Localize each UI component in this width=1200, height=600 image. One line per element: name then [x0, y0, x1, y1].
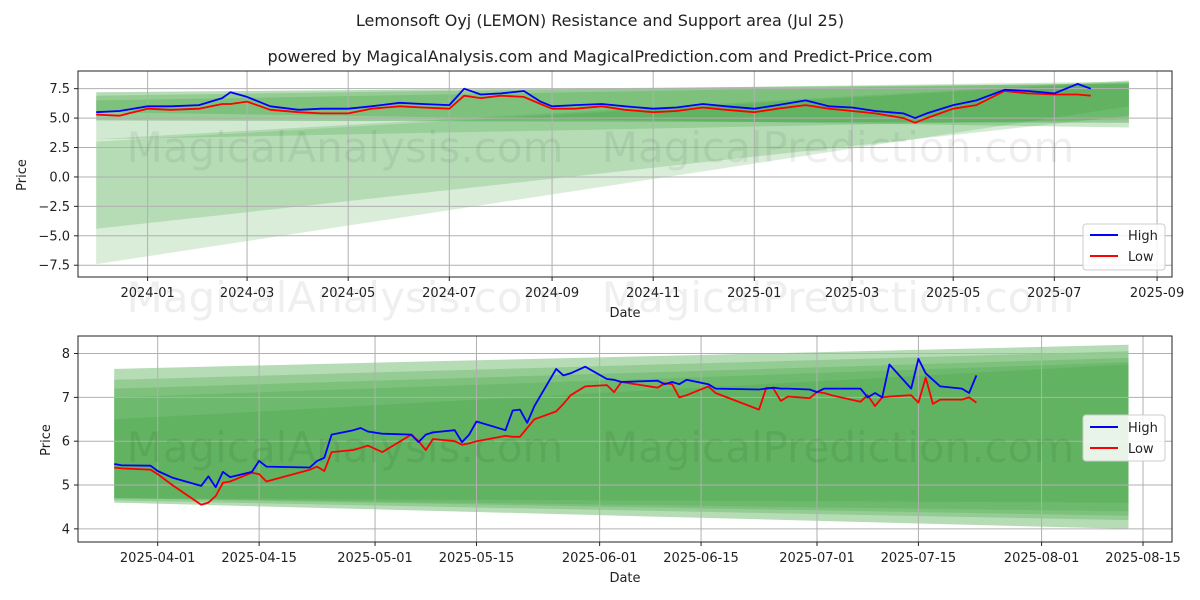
x-tick-group-top: 2024-01 2024-03 2024-05 2024-07 2024-09 2024-… [120, 277, 1184, 301]
series-group-top [96, 83, 1092, 124]
x-tick-label: 2025-07-15 [881, 551, 957, 566]
x-tick-label: 2024-11 [626, 286, 680, 301]
x-tick-group-bottom: 2025-04-01 2025-04-15 2025-05-01 2025-05-15… [120, 542, 1181, 566]
y-tick-group-top: 7.5 5.0 2.5 0.0 −2.5 −5.0 −7.5 [38, 82, 78, 274]
x-axis-label-bottom: Date [609, 571, 640, 586]
panel-bottom-chart: MagicalAnalysis.com MagicalPrediction.co… [39, 335, 1181, 586]
y-tick-label: 7 [62, 391, 70, 406]
y-tick-label: 5 [62, 479, 70, 494]
support-resistance-band-3 [114, 362, 1129, 512]
x-tick-label: 2025-01 [727, 286, 781, 301]
series-line-low [114, 376, 977, 506]
support-resistance-band-3 [96, 80, 1129, 229]
y-tick-label: 8 [62, 347, 70, 362]
support-resistance-band-2 [96, 82, 1129, 140]
plot-frame-top [77, 70, 1173, 278]
x-tick-label: 2025-07 [1027, 286, 1081, 301]
legend-high-label-top: High [1128, 229, 1158, 244]
watermark-top-left-lower: MagicalAnalysis.com [127, 273, 564, 322]
support-resistance-band-4 [114, 364, 1129, 503]
legend-high-label-bottom: High [1128, 421, 1158, 436]
legend-bottom: High Low [1082, 414, 1166, 462]
x-tick-label: 2025-06-01 [562, 551, 638, 566]
x-tick-label: 2024-03 [220, 286, 274, 301]
y-tick-label: 2.5 [49, 141, 70, 156]
x-tick-label: 2025-08-15 [1105, 551, 1181, 566]
series-line-high [114, 357, 978, 489]
series-group-bottom [114, 357, 978, 506]
x-tick-label: 2024-09 [525, 286, 579, 301]
x-axis-label-top: Date [609, 306, 640, 321]
y-tick-label: 6 [62, 435, 70, 450]
watermark-top-right: MagicalPrediction.com [602, 123, 1075, 172]
x-tick-label: 2025-07-01 [779, 551, 855, 566]
x-tick-label: 2025-06-15 [663, 551, 739, 566]
x-tick-label: 2024-01 [120, 286, 174, 301]
y-axis-label-bottom: Price [39, 424, 54, 456]
y-axis-label-top: Price [15, 159, 30, 191]
x-tick-label: 2025-05-01 [337, 551, 413, 566]
y-tick-label: −2.5 [38, 200, 70, 215]
x-tick-label: 2025-03 [825, 286, 879, 301]
x-tick-label: 2024-05 [321, 286, 375, 301]
plot-area-bottom [78, 336, 1172, 542]
x-tick-label: 2025-05 [926, 286, 980, 301]
legend-low-label-top: Low [1128, 250, 1154, 265]
y-tick-label: 4 [62, 522, 70, 537]
panel-top-chart: MagicalAnalysis.com MagicalPrediction.co… [15, 70, 1184, 322]
legend-low-label-bottom: Low [1128, 442, 1154, 457]
grid-bottom [78, 336, 1172, 542]
watermark-bottom-right: MagicalPrediction.com [602, 423, 1075, 472]
y-tick-label: 5.0 [49, 112, 70, 127]
watermark-top-left: MagicalAnalysis.com [127, 123, 564, 172]
y-tick-label: −5.0 [38, 229, 70, 244]
x-tick-label: 2025-05-15 [439, 551, 515, 566]
x-tick-label: 2025-04-15 [221, 551, 297, 566]
y-tick-group-bottom: 8 7 6 5 4 [62, 347, 78, 537]
support-resistance-band-4 [96, 81, 1129, 265]
legend-top: High Low [1082, 223, 1166, 271]
series-line-low [96, 90, 1091, 124]
x-tick-label: 2024-07 [422, 286, 476, 301]
y-tick-label: 7.5 [49, 82, 70, 97]
chart-title: Lemonsoft Oyj (LEMON) Resistance and Sup… [356, 11, 844, 30]
watermark-top-right-lower: MagicalPrediction.com [602, 273, 1075, 322]
x-tick-label: 2025-04-01 [120, 551, 196, 566]
chart-subtitle: powered by MagicalAnalysis.com and Magic… [267, 47, 932, 66]
series-line-high [96, 83, 1092, 119]
plot-frame-bottom [77, 335, 1173, 543]
y-tick-label: 0.0 [49, 170, 70, 185]
x-tick-label: 2025-09 [1130, 286, 1184, 301]
watermark-bottom-left: MagicalAnalysis.com [127, 423, 564, 472]
x-tick-label: 2025-08-01 [1004, 551, 1080, 566]
y-tick-label: −7.5 [38, 259, 70, 274]
support-resistance-band-0 [114, 344, 1129, 529]
